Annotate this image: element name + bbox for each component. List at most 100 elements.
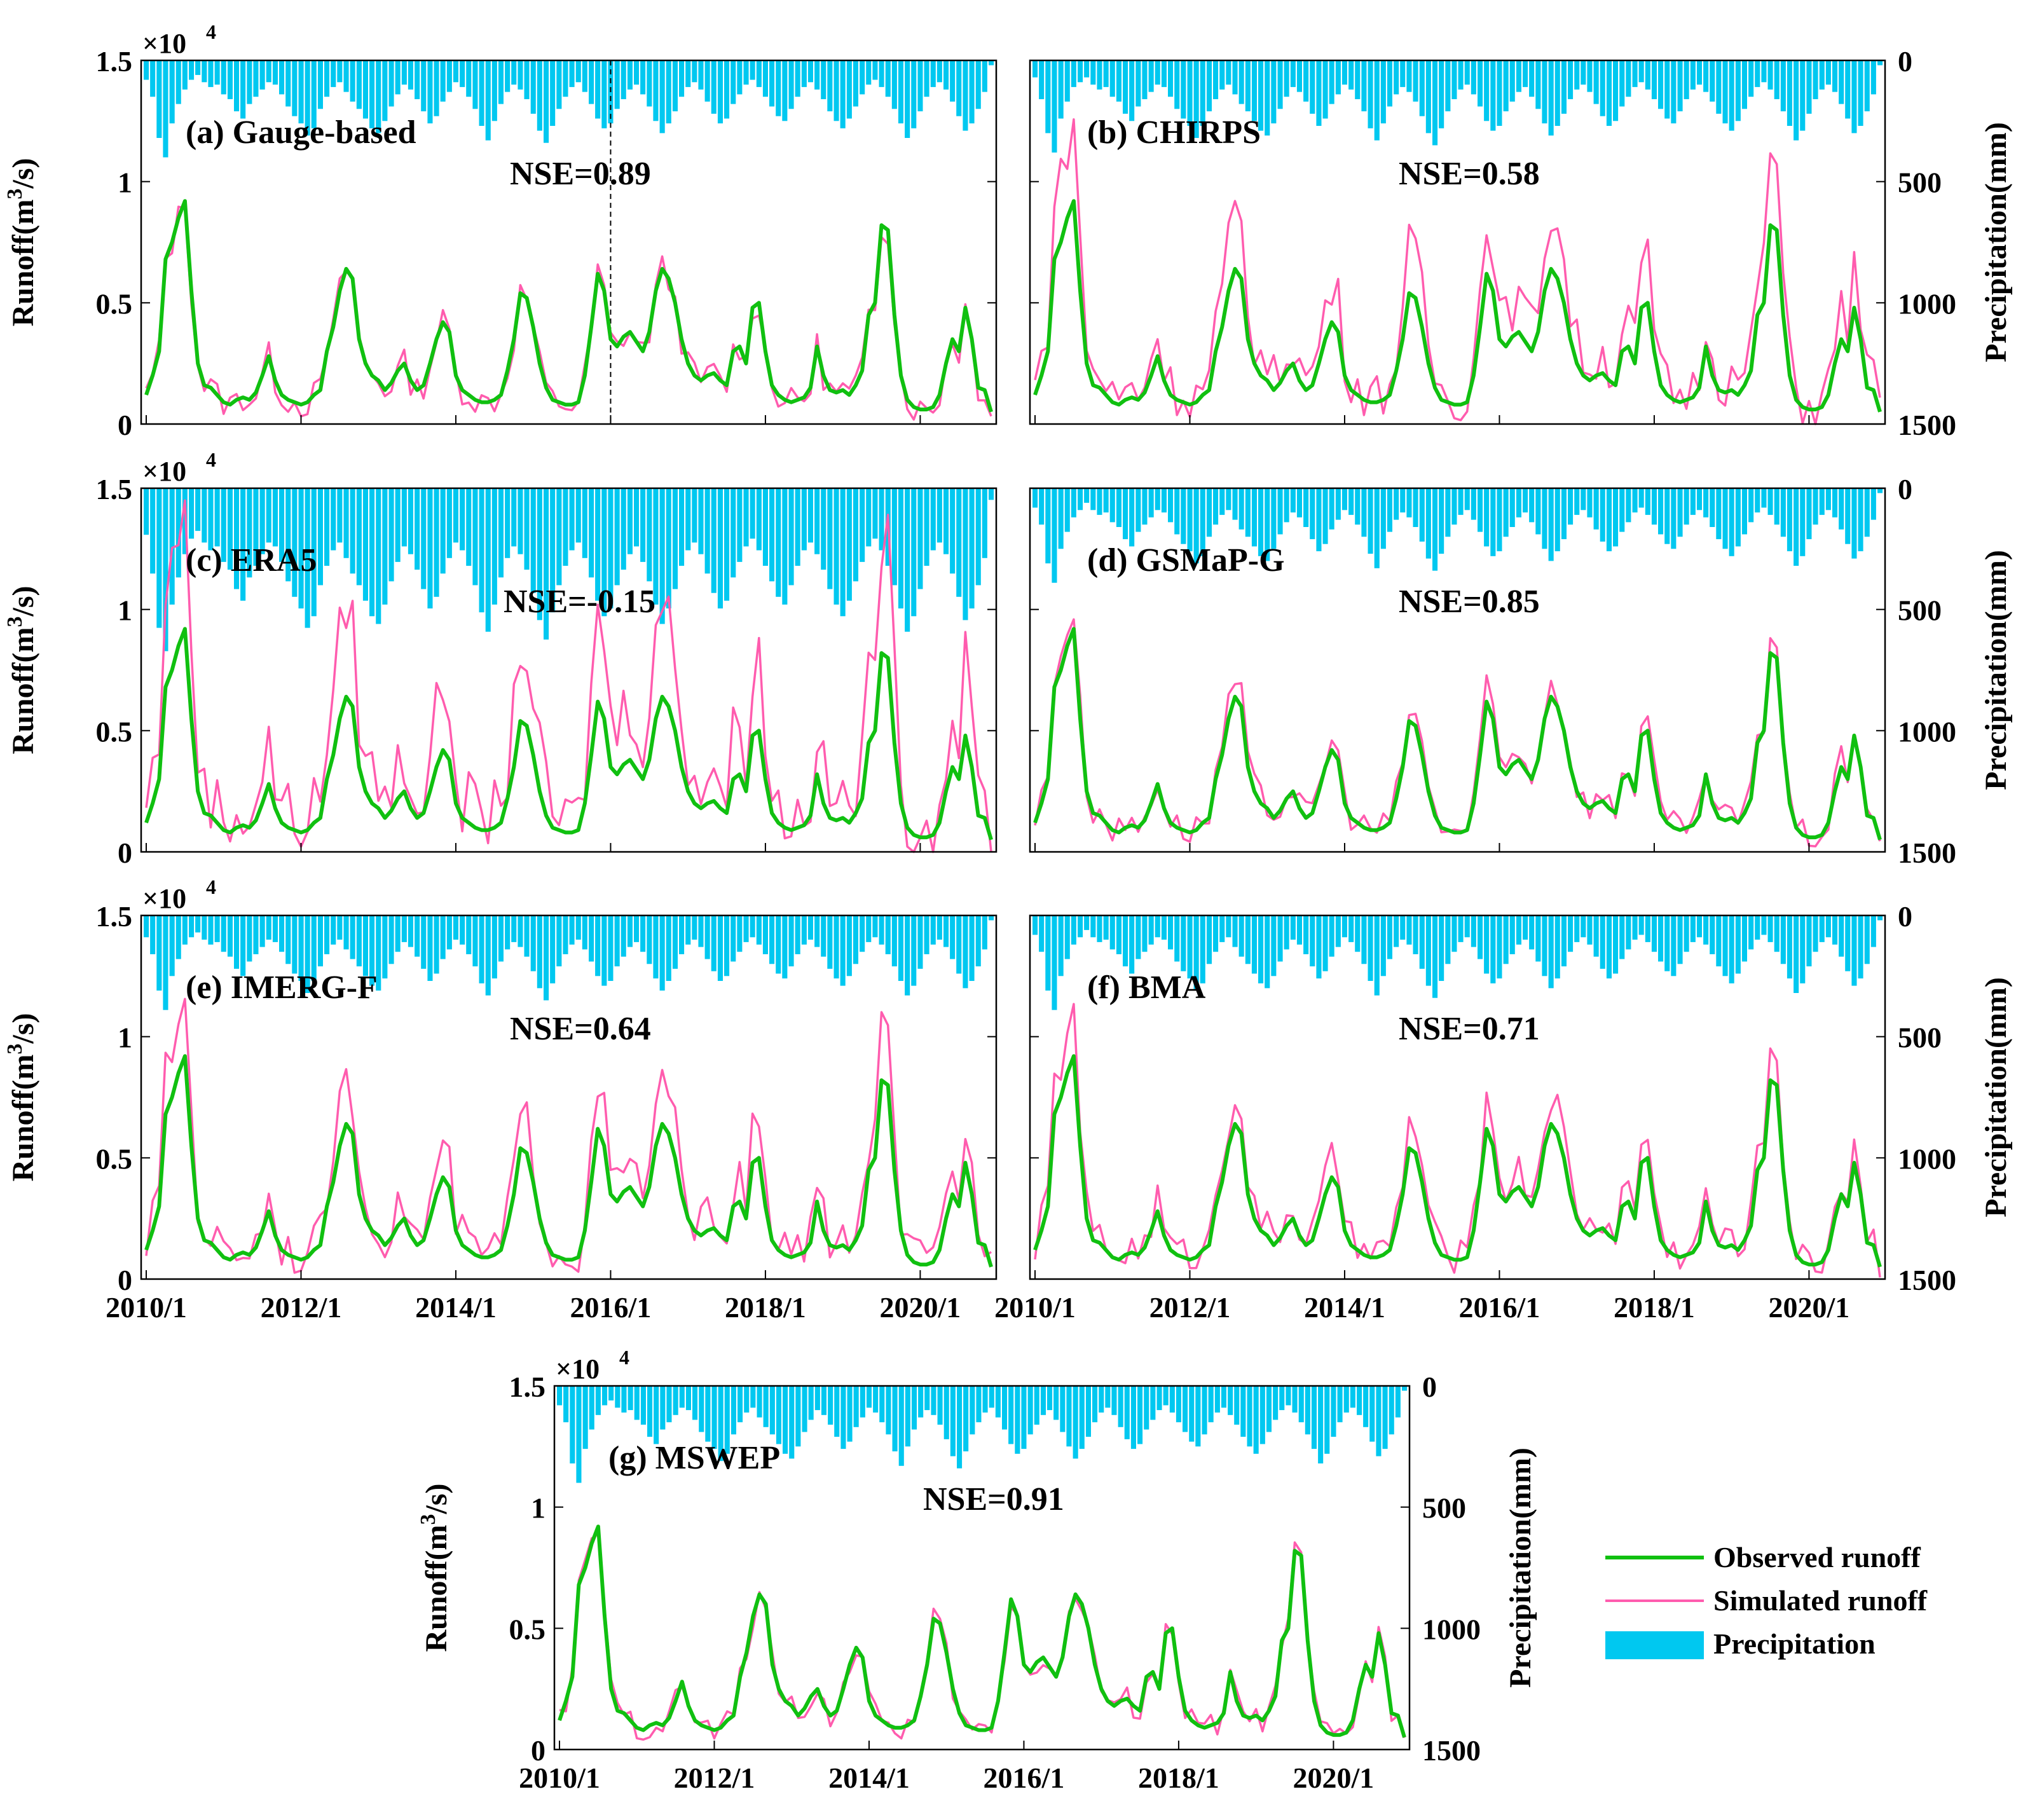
precip-bar — [446, 488, 452, 558]
precip-bar — [1032, 915, 1038, 935]
precip-bar — [654, 1386, 659, 1444]
precip-bar — [1593, 915, 1599, 957]
precip-bar — [1464, 488, 1470, 510]
precip-bar — [1497, 488, 1502, 552]
precip-bar — [1348, 488, 1354, 515]
precip-bar — [795, 488, 800, 566]
precip-bar — [1529, 915, 1535, 950]
precip-bar — [1535, 60, 1541, 109]
precip-bar — [156, 488, 162, 628]
simulated-runoff-line — [145, 205, 992, 421]
precip-bar — [1226, 60, 1231, 85]
precip-bar — [679, 488, 685, 566]
precip-bar — [1845, 60, 1851, 119]
precip-bar — [1832, 488, 1838, 517]
precip-bar — [1206, 915, 1212, 964]
precip-bar — [853, 488, 858, 582]
precip-bar — [1090, 60, 1096, 85]
precip-bar — [672, 60, 678, 112]
precip-bar — [331, 60, 336, 87]
precip-bar — [1845, 915, 1851, 971]
precip-bar — [659, 488, 665, 624]
precip-bar — [1529, 60, 1535, 97]
precip-bar — [846, 488, 852, 601]
precip-bar — [976, 1386, 982, 1423]
y-left-tick-label: 0.5 — [96, 715, 133, 748]
precip-bar — [1071, 915, 1076, 945]
observed-runoff-line — [144, 1054, 993, 1268]
precip-bar — [202, 60, 207, 83]
precip-bar — [1780, 915, 1786, 964]
precip-bar — [1813, 60, 1818, 99]
legend: Observed runoff Simulated runoff Precipi… — [1605, 1541, 1928, 1660]
precip-bar — [550, 915, 556, 983]
precip-bar — [1148, 60, 1154, 92]
precip-bar — [234, 915, 240, 969]
precip-bar — [388, 60, 394, 107]
precip-bar — [1419, 488, 1425, 542]
precip-bar — [575, 60, 581, 83]
precip-bar — [1729, 488, 1734, 556]
precip-bar — [1394, 488, 1399, 520]
plot-frame — [553, 1385, 1411, 1751]
precip-bar — [227, 488, 233, 570]
precip-bar — [827, 488, 833, 589]
precip-bar — [485, 488, 491, 632]
precip-bar — [1471, 915, 1476, 947]
x-tick-label: 2014/1 — [415, 1291, 497, 1324]
precip-bar — [950, 488, 956, 574]
precip-bar — [1387, 915, 1392, 959]
precip-bar — [247, 915, 252, 962]
precip-bar — [305, 60, 310, 136]
precip-bar — [1755, 60, 1760, 87]
precip-bar — [253, 60, 259, 97]
precip-bar — [840, 1386, 846, 1449]
precip-bar — [1105, 1386, 1111, 1408]
precip-bar — [1187, 915, 1193, 979]
precip-bar — [1002, 1386, 1008, 1430]
precip-bar — [144, 915, 149, 938]
y-left-exponent: ×10 — [142, 28, 186, 59]
precip-bar — [1858, 915, 1863, 979]
precip-bar — [1509, 488, 1515, 527]
precip-bar — [221, 915, 226, 952]
precip-bar — [1084, 488, 1090, 503]
precip-bar — [1445, 915, 1451, 964]
precip-bar — [1284, 60, 1289, 97]
precip-bar — [563, 60, 568, 97]
precip-bar — [769, 915, 775, 964]
legend-precipitation-label: Precipitation — [1713, 1627, 1876, 1660]
precip-bar — [621, 1386, 627, 1413]
precip-bar — [704, 915, 710, 959]
precip-bar — [1735, 60, 1741, 121]
precip-bar — [1202, 1386, 1207, 1435]
precip-bar — [1490, 60, 1496, 131]
plot-frame — [1029, 487, 1886, 853]
precip-bar — [724, 488, 730, 601]
precip-bar — [305, 915, 310, 993]
y-right-tick-label: 500 — [1898, 1022, 1942, 1054]
precip-bar — [563, 915, 568, 954]
precip-bar — [169, 60, 175, 124]
precip-bar — [582, 915, 587, 950]
precip-bar — [1509, 915, 1515, 954]
precip-bar — [1245, 60, 1251, 112]
legend-precipitation-swatch — [1605, 1631, 1704, 1659]
y-right-tick-label: 0 — [1898, 45, 1912, 78]
precip-bar — [569, 488, 575, 551]
precip-bar — [1137, 1386, 1143, 1444]
precip-bar — [1671, 60, 1677, 124]
precip-bar — [833, 915, 839, 979]
precip-bar — [1490, 488, 1496, 556]
precip-bar — [936, 915, 942, 940]
precip-bar — [1135, 488, 1141, 532]
precip-bar — [1058, 488, 1064, 549]
precip-bar — [1355, 488, 1361, 525]
precip-bar — [421, 60, 427, 112]
precip-bar — [802, 1386, 807, 1432]
precip-bar — [989, 60, 994, 65]
precip-bar — [1318, 1386, 1324, 1463]
precip-bar — [1329, 488, 1334, 530]
precip-bar — [628, 1386, 633, 1411]
precip-bar — [1316, 915, 1322, 979]
